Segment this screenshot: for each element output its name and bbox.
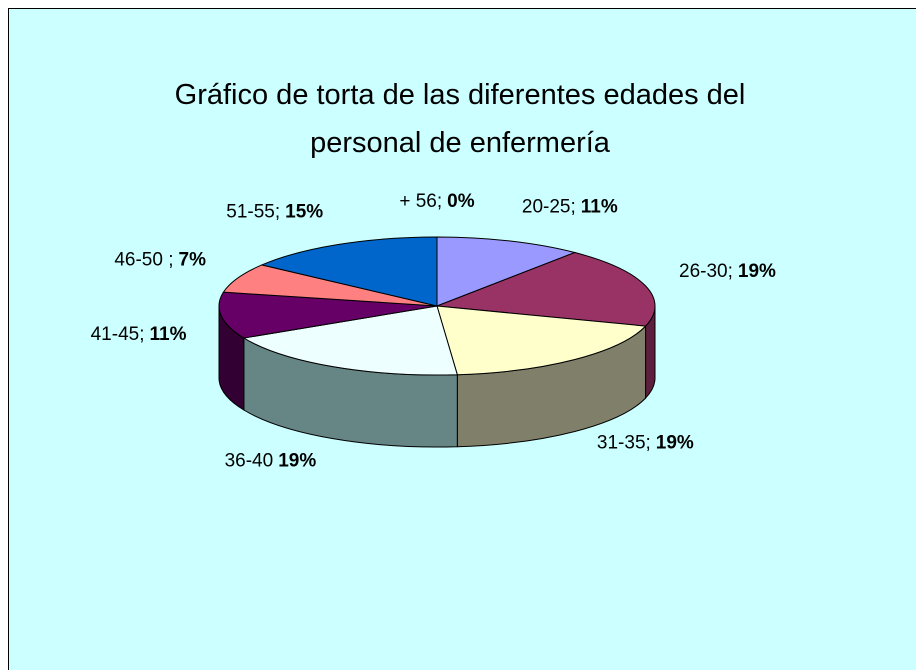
data-label: 51-55; 15% <box>226 202 323 223</box>
slice <box>436 236 577 307</box>
value-label: 19% <box>656 433 694 454</box>
category-label: 36-40 <box>225 450 274 471</box>
chart-title: personal de enfermería <box>310 127 611 159</box>
chart-title: Gráfico de torta de las diferentes edade… <box>175 79 746 111</box>
category-label: 31-35; <box>597 433 651 454</box>
value-label: 15% <box>285 202 323 223</box>
value-label: 0% <box>447 191 475 212</box>
data-label: + 56; 0% <box>399 191 474 212</box>
slice <box>436 252 656 327</box>
value-label: 11% <box>149 324 186 345</box>
slice <box>242 305 458 376</box>
slice <box>218 291 438 339</box>
category-label: 20-25; <box>522 197 576 218</box>
slice <box>260 236 438 307</box>
value-label: 11% <box>581 197 618 218</box>
value-label: 19% <box>738 261 776 282</box>
data-label: 46-50 ; 7% <box>114 250 206 271</box>
data-label: 26-30; 19% <box>679 261 776 282</box>
slice <box>436 305 647 376</box>
data-label: 41-45; 11% <box>91 324 187 345</box>
category-label: 41-45; <box>91 324 145 345</box>
category-label: 26-30; <box>679 261 733 282</box>
category-label: 51-55; <box>226 202 280 223</box>
value-label: 19% <box>278 450 316 471</box>
data-label: 20-25; 11% <box>522 197 618 218</box>
data-label: 36-40 19% <box>225 450 317 471</box>
data-label: 31-35; 19% <box>597 433 694 454</box>
category-label: + 56; <box>399 191 442 212</box>
value-label: 7% <box>179 250 207 271</box>
category-label: 46-50 ; <box>114 250 173 271</box>
